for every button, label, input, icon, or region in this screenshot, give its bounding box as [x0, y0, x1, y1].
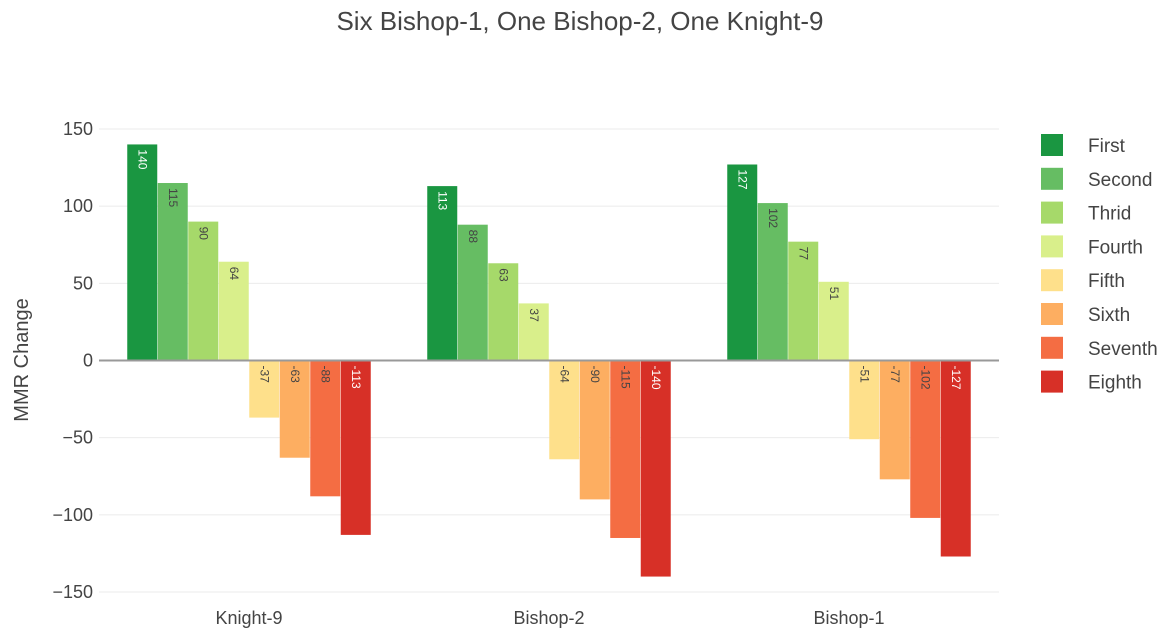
y-tick-label: −150 — [52, 582, 93, 602]
bar-value-label: -140 — [649, 366, 663, 390]
legend-swatch — [1041, 303, 1063, 325]
legend-label: Thrid — [1088, 204, 1131, 225]
bar-value-label: 51 — [827, 287, 841, 301]
legend-swatch — [1041, 167, 1063, 190]
bar — [940, 360, 971, 557]
bar — [249, 360, 280, 418]
bar-value-label: -88 — [318, 366, 332, 384]
legend-label: Second — [1088, 170, 1152, 191]
bar — [157, 183, 188, 361]
y-tick-label: 150 — [63, 119, 93, 139]
x-tick-label: Knight-9 — [215, 608, 282, 628]
bar-value-label: -115 — [618, 366, 632, 389]
bar-value-label: 64 — [227, 267, 241, 281]
bar — [788, 241, 819, 361]
bar — [310, 360, 341, 497]
bar — [549, 360, 580, 460]
bar-value-label: -77 — [888, 366, 902, 384]
y-tick-label: −50 — [62, 428, 93, 448]
y-tick-label: 100 — [63, 196, 93, 216]
bar — [218, 261, 249, 361]
bar-value-label: 88 — [466, 230, 480, 244]
legend-swatch — [1041, 134, 1063, 156]
gridlines — [99, 128, 999, 593]
legend-label: First — [1088, 136, 1126, 157]
x-tick-label: Bishop-2 — [513, 608, 584, 628]
legend-swatch — [1041, 269, 1063, 292]
legend-swatch — [1041, 370, 1063, 393]
bar-value-label: -90 — [588, 366, 602, 384]
legend-label: Fifth — [1088, 271, 1125, 292]
legend-swatch — [1041, 235, 1063, 258]
legend: First Second Thrid Fourth Fifth Sixth Seventh E… — [1041, 134, 1158, 394]
y-tick-label: −100 — [52, 505, 93, 525]
bar — [518, 303, 549, 361]
bar — [610, 360, 641, 538]
bar-value-label: -51 — [857, 366, 871, 384]
legend-swatch — [1041, 336, 1063, 359]
bar-value-label: 77 — [796, 247, 810, 261]
bar-value-label: 127 — [735, 169, 749, 189]
bar-value-label: 113 — [435, 191, 449, 210]
bar-value-label: 63 — [496, 268, 510, 282]
legend-label: Seventh — [1088, 339, 1158, 360]
legend-label: Fourth — [1088, 237, 1143, 258]
bar — [457, 224, 488, 361]
bar — [188, 221, 219, 361]
bar — [640, 360, 671, 577]
y-axis-ticks: 150 100 50 0 −50 −100 −150 — [52, 119, 93, 602]
bar — [757, 203, 788, 361]
bars: 140 115 90 64 -37 -63 -88 -113 113 88 63 37 -64 -90 -1… — [99, 144, 999, 577]
bar-value-label: 102 — [766, 208, 780, 228]
bar — [579, 360, 610, 500]
bar-value-label: -113 — [349, 366, 363, 389]
bar — [427, 186, 458, 361]
y-tick-label: 0 — [83, 351, 93, 371]
bar — [849, 360, 880, 440]
legend-label: Sixth — [1088, 305, 1130, 326]
bar — [279, 360, 310, 458]
bar — [818, 281, 849, 361]
bar — [340, 360, 371, 535]
bar-value-label: 140 — [135, 149, 149, 169]
bar — [127, 144, 158, 361]
bar — [879, 360, 910, 480]
bar-value-label: -64 — [557, 366, 571, 384]
bar-value-label: 115 — [166, 188, 180, 207]
bar — [910, 360, 941, 518]
bar-value-label: -63 — [288, 366, 302, 384]
x-axis-ticks: Knight-9 Bishop-2 Bishop-1 — [215, 608, 884, 628]
bar-value-label: -37 — [257, 366, 271, 384]
y-axis-title: MMR Change — [11, 298, 33, 421]
bar-value-label: 37 — [527, 308, 541, 322]
x-tick-label: Bishop-1 — [813, 608, 884, 628]
legend-swatch — [1041, 201, 1063, 224]
bar — [727, 164, 758, 361]
bar — [488, 263, 519, 361]
y-tick-label: 50 — [73, 273, 93, 293]
legend-label: Eighth — [1088, 373, 1142, 394]
chart-title: Six Bishop-1, One Bishop-2, One Knight-9 — [336, 6, 823, 36]
bar-value-label: 90 — [196, 227, 210, 241]
bar-value-label: -127 — [949, 366, 963, 390]
bar-value-label: -102 — [918, 366, 932, 390]
